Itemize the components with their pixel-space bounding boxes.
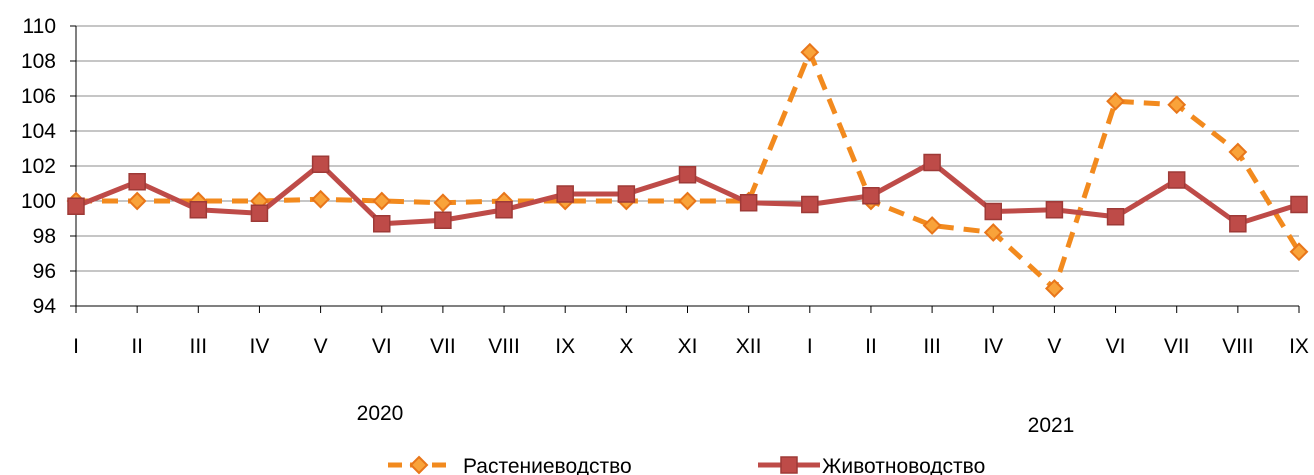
x-tick-label-2: III	[190, 335, 208, 358]
legend-item-crop: Растениеводство	[388, 455, 632, 475]
series-1-point-1	[128, 173, 146, 191]
legend-livestock-label: Животноводство	[822, 455, 985, 475]
series-1-point-14	[923, 153, 941, 172]
series-1-point-9	[617, 185, 636, 203]
series-1-point-2	[189, 201, 208, 219]
x-tick-label-5: VI	[372, 335, 392, 358]
series-0-point-14	[922, 216, 942, 235]
series-0-point-12	[800, 42, 820, 62]
y-tick-label-110: 110	[23, 15, 56, 38]
x-tick-label-12: I	[807, 335, 813, 358]
x-tick-label-14: III	[923, 335, 941, 358]
series-0-point-6	[433, 193, 453, 213]
series-1-point-17	[1106, 208, 1125, 226]
x-tick-label-13: II	[865, 335, 877, 358]
series-1-point-15	[984, 202, 1002, 221]
gridlines	[76, 25, 1299, 272]
series-1-point-13	[862, 187, 880, 205]
legend-crop-label: Растениеводство	[463, 455, 632, 475]
series-0-point-19	[1228, 142, 1248, 162]
y-tick-label-104: 104	[21, 120, 56, 143]
series-0-point-17	[1106, 91, 1125, 111]
legend-item-livestock: Животноводство	[758, 455, 985, 475]
series-0-point-15	[983, 223, 1003, 242]
series-0-point-10	[678, 191, 697, 211]
x-tick-label-9: X	[619, 335, 633, 358]
series-1-point-19	[1229, 215, 1247, 233]
x-tick-label-17: VI	[1106, 335, 1126, 358]
series-1-point-4	[311, 155, 330, 173]
series-1-point-7	[495, 201, 513, 219]
x-tick-label-6: VII	[430, 335, 456, 358]
x-tick-label-15: IV	[983, 335, 1003, 358]
series-1-point-0	[67, 197, 85, 215]
y-tick-labels: 94 96 98 100 102 104 106 108 110	[21, 15, 56, 318]
series-1-point-20	[1290, 195, 1308, 214]
x-tick-label-16: V	[1047, 335, 1061, 358]
series-0-point-18	[1167, 95, 1187, 115]
legend-crop-diamond-icon	[409, 455, 429, 475]
y-tick-label-94: 94	[33, 295, 57, 318]
legend-livestock-square-icon	[780, 456, 798, 474]
series-0-point-20	[1289, 242, 1309, 262]
y-tick-label-102: 102	[21, 155, 56, 178]
series-1-point-3	[250, 204, 269, 222]
x-tick-label-3: IV	[250, 335, 270, 358]
year-label-2020: 2020	[357, 402, 404, 425]
y-tick-label-106: 106	[21, 85, 56, 108]
legend: Растениеводство Животноводство	[388, 455, 985, 475]
series-1-point-5	[373, 215, 391, 233]
x-tick-label-11: XII	[736, 335, 762, 358]
x-tick-label-7: VIII	[488, 335, 520, 358]
y-tick-label-98: 98	[33, 225, 56, 248]
y-tick-label-96: 96	[33, 260, 56, 283]
series-1-point-18	[1167, 171, 1186, 189]
series-1-point-12	[801, 195, 819, 214]
series-0-point-5	[372, 191, 392, 211]
year-label-2021: 2021	[1028, 414, 1075, 437]
series-0-point-4	[311, 189, 331, 209]
x-tick-label-19: VIII	[1222, 335, 1254, 358]
x-tick-label-18: VII	[1164, 335, 1190, 358]
y-tick-label-100: 100	[21, 190, 56, 213]
series-1-point-11	[739, 194, 758, 212]
x-tick-label-10: XI	[678, 335, 698, 358]
series-1-point-10	[678, 166, 697, 184]
series-1-point-16	[1045, 201, 1064, 219]
series-0-point-16	[1044, 279, 1064, 298]
series	[66, 42, 1309, 298]
x-tick-label-8: IX	[555, 335, 575, 358]
series-0-point-1	[127, 191, 147, 211]
series-1-point-6	[434, 211, 452, 229]
x-tick-label-0: I	[73, 335, 79, 358]
x-tick-label-20: IX	[1289, 335, 1309, 358]
x-tick-label-4: V	[314, 335, 328, 358]
x-tick-labels: I II III IV V VI VII VIII IX X XI XII I II III IV V VI VII…	[73, 335, 1309, 358]
series-1-point-8	[556, 185, 574, 203]
y-tick-label-108: 108	[21, 50, 56, 73]
x-tick-label-1: II	[131, 335, 143, 358]
year-labels: 2020 2021	[357, 402, 1075, 437]
